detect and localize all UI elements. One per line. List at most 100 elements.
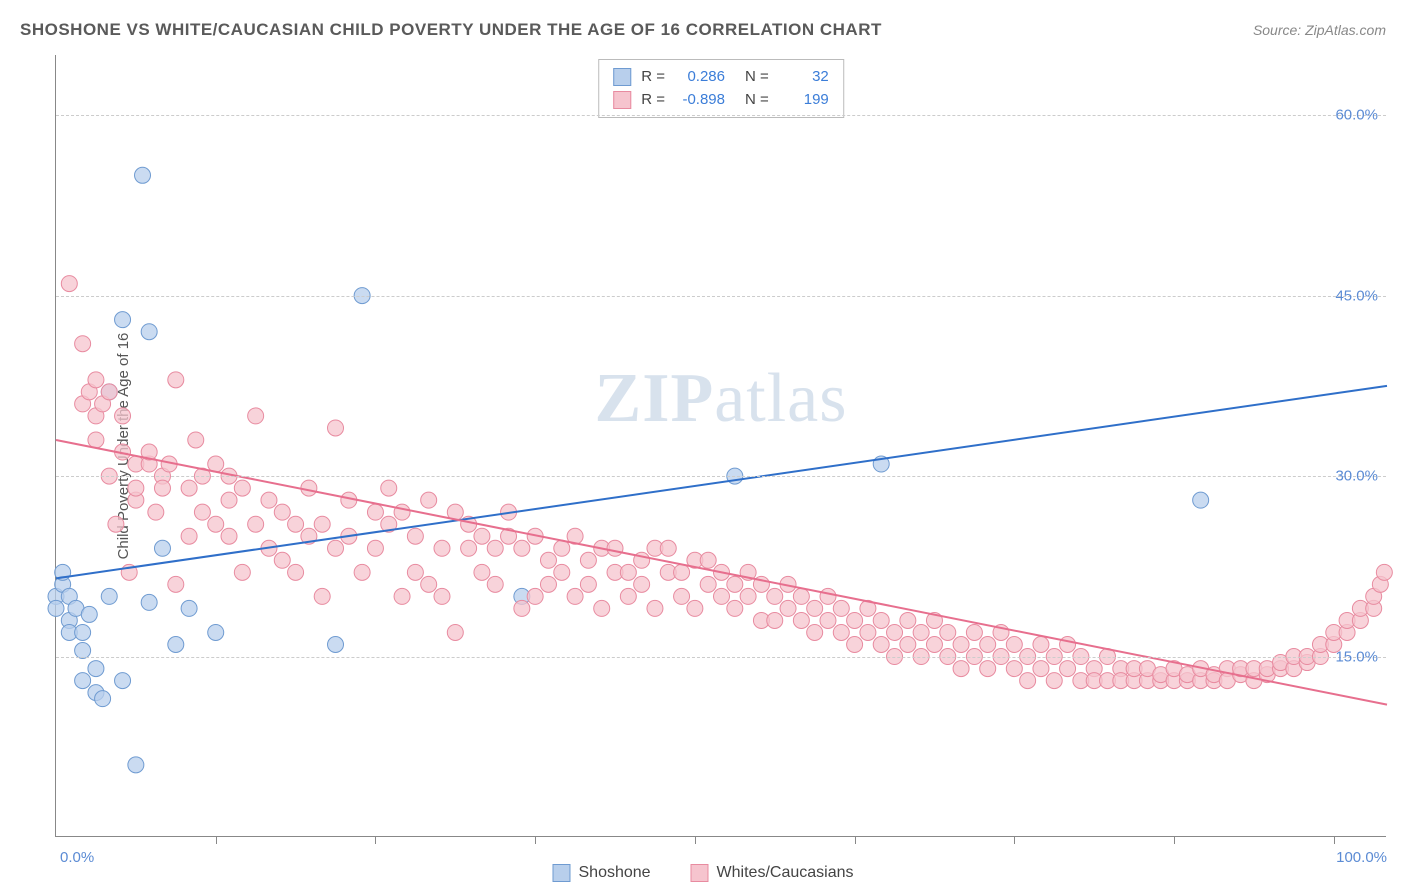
data-point bbox=[873, 637, 889, 653]
data-point bbox=[793, 588, 809, 604]
chart-header: SHOSHONE VS WHITE/CAUCASIAN CHILD POVERT… bbox=[20, 20, 1386, 40]
stat-r-label: R = bbox=[641, 66, 665, 89]
data-point bbox=[314, 516, 330, 532]
data-point bbox=[820, 612, 836, 628]
data-point bbox=[188, 432, 204, 448]
data-point bbox=[75, 336, 91, 352]
data-point bbox=[620, 564, 636, 580]
data-point bbox=[580, 576, 596, 592]
legend-label: Whites/Caucasians bbox=[717, 864, 854, 882]
data-point bbox=[434, 588, 450, 604]
data-point bbox=[634, 576, 650, 592]
data-point bbox=[847, 637, 863, 653]
grid-line bbox=[56, 657, 1386, 658]
data-point bbox=[81, 606, 97, 622]
scatter-plot-svg bbox=[56, 55, 1386, 836]
data-point bbox=[141, 594, 157, 610]
data-point bbox=[128, 480, 144, 496]
data-point bbox=[421, 492, 437, 508]
data-point bbox=[181, 600, 197, 616]
data-point bbox=[953, 637, 969, 653]
data-point bbox=[101, 588, 117, 604]
data-point bbox=[887, 624, 903, 640]
data-point bbox=[234, 480, 250, 496]
data-point bbox=[1006, 637, 1022, 653]
data-point bbox=[940, 624, 956, 640]
data-point bbox=[527, 588, 543, 604]
data-point bbox=[980, 637, 996, 653]
data-point bbox=[1060, 661, 1076, 677]
data-point bbox=[261, 492, 277, 508]
data-point bbox=[474, 528, 490, 544]
data-point bbox=[274, 552, 290, 568]
data-point bbox=[860, 624, 876, 640]
data-point bbox=[128, 757, 144, 773]
data-point bbox=[328, 420, 344, 436]
y-tick-label: 60.0% bbox=[1335, 107, 1378, 124]
x-tick bbox=[535, 836, 536, 844]
x-tick bbox=[375, 836, 376, 844]
data-point bbox=[807, 624, 823, 640]
data-point bbox=[807, 600, 823, 616]
data-point bbox=[314, 588, 330, 604]
data-point bbox=[208, 624, 224, 640]
data-point bbox=[607, 540, 623, 556]
correlation-stats-box: R =0.286N =32R =-0.898N =199 bbox=[598, 59, 844, 118]
data-point bbox=[288, 564, 304, 580]
data-point bbox=[328, 540, 344, 556]
data-point bbox=[248, 408, 264, 424]
data-point bbox=[248, 516, 264, 532]
data-point bbox=[108, 516, 124, 532]
data-point bbox=[75, 673, 91, 689]
data-point bbox=[900, 637, 916, 653]
data-point bbox=[367, 540, 383, 556]
grid-line bbox=[56, 296, 1386, 297]
data-point bbox=[101, 384, 117, 400]
grid-line bbox=[56, 115, 1386, 116]
data-point bbox=[115, 312, 131, 328]
data-point bbox=[208, 516, 224, 532]
data-point bbox=[181, 528, 197, 544]
data-point bbox=[567, 588, 583, 604]
data-point bbox=[966, 624, 982, 640]
legend: Shoshone Whites/Caucasians bbox=[552, 864, 853, 882]
data-point bbox=[354, 564, 370, 580]
legend-item: Shoshone bbox=[552, 864, 650, 882]
trend-line bbox=[56, 440, 1387, 705]
data-point bbox=[221, 492, 237, 508]
stat-n-label: N = bbox=[745, 66, 769, 89]
data-point bbox=[141, 324, 157, 340]
data-point bbox=[367, 504, 383, 520]
y-tick-label: 15.0% bbox=[1335, 648, 1378, 665]
stat-r-label: R = bbox=[641, 89, 665, 112]
data-point bbox=[88, 661, 104, 677]
data-point bbox=[168, 576, 184, 592]
data-point bbox=[88, 432, 104, 448]
data-point bbox=[394, 504, 410, 520]
data-point bbox=[1193, 492, 1209, 508]
data-point bbox=[700, 552, 716, 568]
y-tick-label: 45.0% bbox=[1335, 287, 1378, 304]
data-point bbox=[620, 588, 636, 604]
legend-swatch bbox=[613, 68, 631, 86]
data-point bbox=[793, 612, 809, 628]
data-point bbox=[88, 372, 104, 388]
legend-item: Whites/Caucasians bbox=[691, 864, 854, 882]
data-point bbox=[154, 540, 170, 556]
data-point bbox=[1046, 673, 1062, 689]
x-tick-label: 100.0% bbox=[1336, 849, 1387, 866]
data-point bbox=[135, 167, 151, 183]
data-point bbox=[474, 564, 490, 580]
legend-swatch bbox=[691, 864, 709, 882]
data-point bbox=[514, 540, 530, 556]
data-point bbox=[407, 528, 423, 544]
stat-r-value: -0.898 bbox=[675, 89, 725, 112]
data-point bbox=[980, 661, 996, 677]
data-point bbox=[660, 540, 676, 556]
data-point bbox=[1020, 673, 1036, 689]
stat-r-value: 0.286 bbox=[675, 66, 725, 89]
data-point bbox=[487, 540, 503, 556]
data-point bbox=[274, 504, 290, 520]
data-point bbox=[1033, 661, 1049, 677]
data-point bbox=[328, 637, 344, 653]
